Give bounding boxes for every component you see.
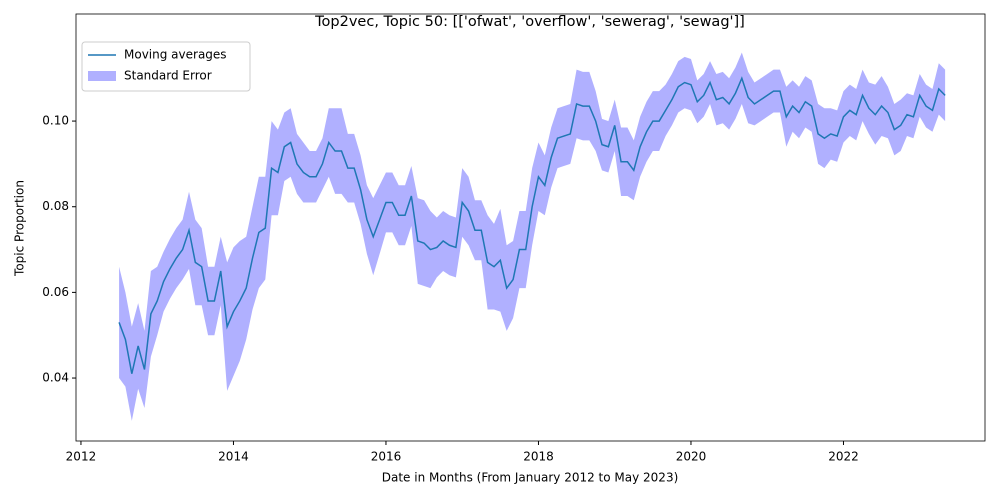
y-axis-label: Topic Proportion xyxy=(13,180,27,277)
x-tick-label: 2016 xyxy=(371,450,402,464)
legend-box xyxy=(81,41,251,92)
x-tick-label: 2012 xyxy=(66,450,97,464)
y-tick-label: 0.08 xyxy=(42,199,69,213)
legend-band-swatch xyxy=(88,71,116,81)
legend-label: Moving averages xyxy=(124,48,227,62)
x-axis-label: Date in Months (From January 2012 to May… xyxy=(382,471,679,485)
chart-title: Top2vec, Topic 50: [['ofwat', 'overflow'… xyxy=(314,14,745,30)
x-tick-label: 2022 xyxy=(828,450,859,464)
y-tick-label: 0.06 xyxy=(42,285,69,299)
x-tick-label: 2020 xyxy=(676,450,707,464)
x-tick-label: 2018 xyxy=(523,450,554,464)
x-tick-label: 2014 xyxy=(218,450,249,464)
moving-average-line xyxy=(118,76,946,374)
y-tick-label: 0.04 xyxy=(42,371,69,385)
standard-error-band xyxy=(119,52,946,421)
plot-frame xyxy=(75,13,986,442)
legend-label: Standard Error xyxy=(124,69,212,83)
y-tick-label: 0.10 xyxy=(42,114,69,128)
